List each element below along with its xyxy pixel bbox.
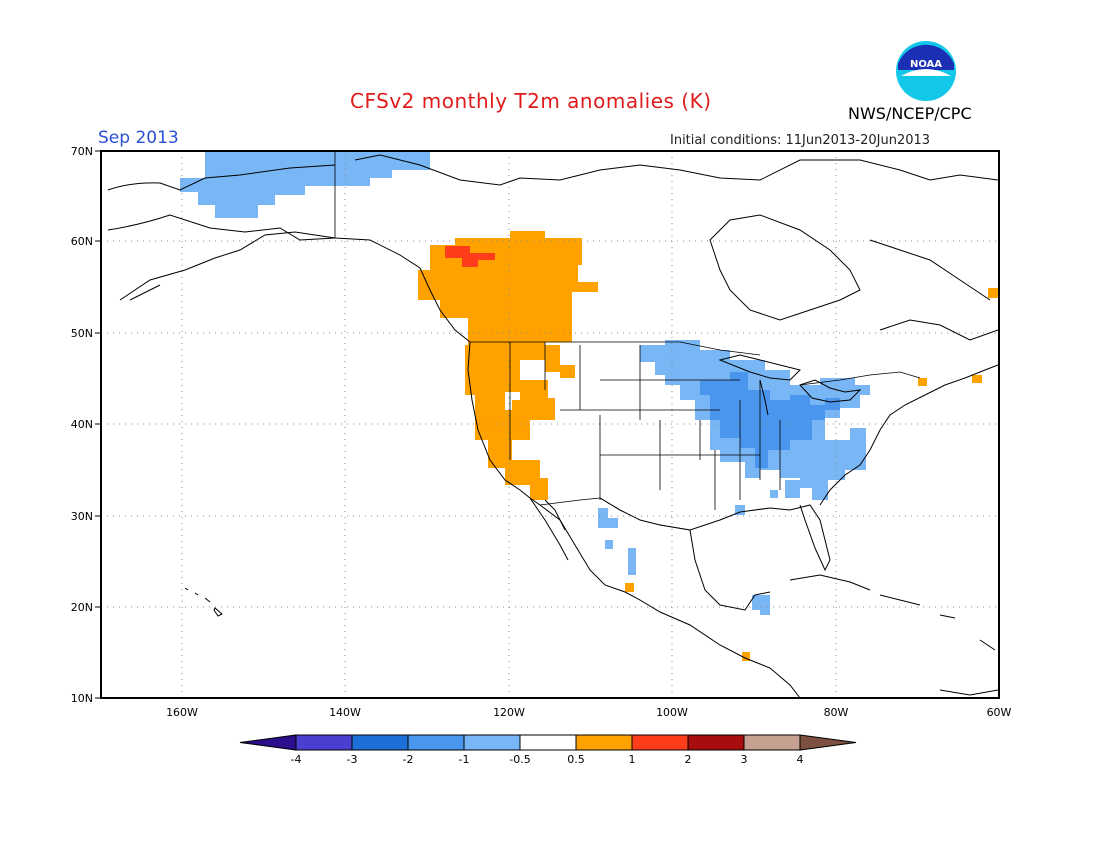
cool-patch-mexico-a — [605, 540, 613, 549]
agency-label: NWS/NCEP/CPC — [848, 104, 972, 123]
hot-patch-canada — [445, 246, 495, 267]
forecast-month: Sep 2013 — [98, 128, 179, 148]
lon-label: 80W — [824, 706, 849, 719]
lat-label: 20N — [71, 601, 93, 614]
colorbar-extend-low — [239, 734, 297, 751]
colorbar-label: -1 — [459, 753, 470, 766]
coastlines — [107, 154, 999, 699]
cool-patch-yucatan — [752, 595, 770, 615]
lat-label: 30N — [71, 510, 93, 523]
lat-labels: 70N 60N 50N 40N 30N 20N 10N — [71, 145, 93, 705]
lat-label: 60N — [71, 235, 93, 248]
warm-patch-west — [418, 231, 598, 500]
cool-strong-patch-midwest — [700, 372, 812, 468]
colorbar-swatch — [687, 734, 745, 751]
warm-patch-nevada — [512, 380, 555, 440]
cool-patch-alaska — [180, 151, 335, 218]
lat-label: 40N — [71, 418, 93, 431]
warm-patch-maine — [972, 375, 982, 383]
cool-patch-mexico-b — [628, 548, 636, 575]
lon-labels: 160W 140W 120W 100W 80W 60W — [166, 706, 1011, 719]
noaa-logo-text: NOAA — [910, 59, 942, 70]
anomaly-patches — [180, 151, 1000, 661]
political-borders — [334, 151, 921, 531]
map-frame — [100, 150, 1000, 699]
initial-conditions: Initial conditions: 11Jun2013-20Jun2013 — [670, 133, 931, 148]
cool-patch-florida — [770, 490, 778, 498]
lat-label: 50N — [71, 327, 93, 340]
lon-label: 120W — [493, 706, 525, 719]
cool-patch-nwmexico — [598, 508, 618, 528]
colorbar-swatch — [631, 734, 689, 751]
colorbar-swatch — [743, 734, 801, 751]
colorbar-swatch — [463, 734, 521, 751]
noaa-logo: NOAA — [896, 41, 956, 101]
lat-label: 70N — [71, 145, 93, 158]
colorbar-swatch — [295, 734, 353, 751]
colorbar-label: -3 — [347, 753, 358, 766]
colorbar-label: 0.5 — [567, 753, 585, 766]
colorbar-swatch — [407, 734, 465, 751]
map-title: CFSv2 monthly T2m anomalies (K) — [350, 89, 712, 113]
colorbar-swatch — [351, 734, 409, 751]
colorbar: -4 -3 -2 -1 -0.5 0.5 1 2 3 4 — [239, 734, 857, 766]
colorbar-extend-high — [799, 734, 857, 751]
warm-patch-idaho — [545, 345, 575, 378]
cool-patch-yukon — [335, 151, 430, 186]
colorbar-label: -2 — [403, 753, 414, 766]
colorbar-swatch — [575, 734, 633, 751]
lon-label: 100W — [656, 706, 688, 719]
warm-patch-mexico — [625, 583, 634, 592]
cool-patch-southeast — [785, 480, 800, 498]
warm-patch-newfoundland — [988, 288, 1000, 298]
warm-patch-ontario — [918, 378, 927, 386]
colorbar-label: 1 — [629, 753, 636, 766]
colorbar-label: 3 — [741, 753, 748, 766]
colorbar-label: -4 — [291, 753, 302, 766]
colorbar-label: 2 — [685, 753, 692, 766]
lat-label: 10N — [71, 692, 93, 705]
graticule — [101, 151, 999, 698]
lon-label: 160W — [166, 706, 198, 719]
colorbar-swatch — [519, 734, 577, 751]
colorbar-label: 4 — [797, 753, 804, 766]
lon-label: 60W — [987, 706, 1012, 719]
lon-label: 140W — [329, 706, 361, 719]
lat-ticks — [95, 150, 101, 699]
colorbar-label: -0.5 — [509, 753, 530, 766]
